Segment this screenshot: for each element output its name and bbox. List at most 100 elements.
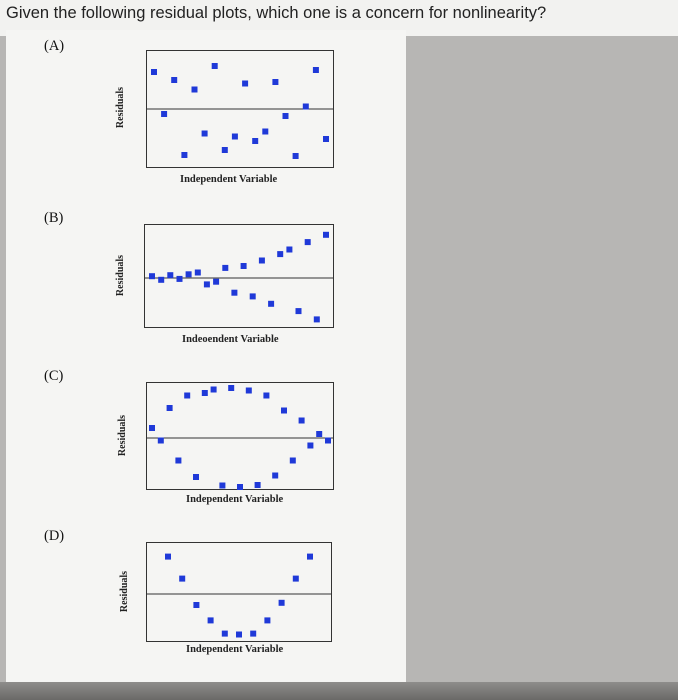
plot-b-point: [185, 271, 192, 278]
residual-plot-d: Residuals Independent Variable: [119, 542, 332, 655]
plot-b-point: [240, 263, 247, 269]
plot-a-point: [181, 152, 188, 158]
plot-c-point: [254, 482, 261, 488]
screen-bottom-edge: [0, 682, 678, 700]
plot-a-point: [292, 153, 299, 159]
plot-c-point: [166, 405, 173, 411]
plot-a-point: [272, 79, 279, 85]
plot-c-point: [325, 437, 331, 444]
residual-plot-b: Residuals Indeoendent Variable: [115, 224, 334, 345]
plot-c-point: [175, 457, 182, 464]
plot-d-point: [179, 575, 186, 582]
plot-b-point: [203, 281, 210, 288]
plot-d-svg: [146, 542, 332, 642]
plot-a-point: [252, 138, 259, 144]
plot-b-point: [149, 273, 155, 280]
plot-d-frame: [146, 542, 332, 642]
plot-c-point: [281, 407, 287, 414]
plot-c-svg: [146, 382, 334, 490]
plot-d-point: [207, 617, 214, 624]
option-b-label[interactable]: (B): [44, 210, 64, 226]
plot-b-point: [158, 276, 165, 283]
plot-b-point: [176, 275, 183, 282]
plot-a-point: [221, 147, 228, 153]
question-text: Given the following residual plots, whic…: [6, 4, 547, 22]
plot-c-point: [237, 484, 243, 490]
plot-a-point: [302, 103, 309, 110]
plot-c-point: [219, 482, 226, 489]
plot-b-point: [222, 264, 229, 271]
plot-d-points: [165, 553, 313, 638]
plot-c-point: [272, 472, 279, 479]
plot-b-point: [231, 289, 238, 296]
plot-c-point: [307, 442, 314, 449]
plot-a-points: [151, 63, 329, 159]
plot-d-point: [250, 630, 257, 637]
plot-b-point: [277, 251, 284, 258]
plot-a-point: [312, 67, 319, 73]
plot-d-point: [264, 617, 271, 624]
option-a-label[interactable]: (A): [44, 38, 65, 54]
plot-a-point: [191, 86, 198, 93]
plot-b-svg: [144, 224, 334, 328]
plot-a-point: [262, 128, 269, 135]
plot-c-point: [193, 474, 199, 480]
plot-b-point: [213, 278, 220, 285]
plot-b-point: [286, 246, 293, 253]
plot-b-point: [258, 257, 265, 264]
plot-a-point: [242, 80, 249, 87]
plot-b-point: [313, 316, 320, 323]
plot-b-point: [167, 272, 174, 279]
plot-a-point: [211, 63, 218, 69]
plot-b-point: [304, 239, 311, 246]
plot-a-point: [231, 133, 238, 140]
plot-c-point: [157, 437, 164, 444]
plot-a-point: [171, 77, 178, 83]
plot-a-point: [161, 111, 168, 117]
plot-b-points: [149, 231, 329, 323]
plot-d-point: [307, 553, 313, 560]
plot-c-point: [289, 457, 296, 464]
plot-a-point: [282, 113, 289, 119]
plot-a-point: [201, 130, 208, 137]
plot-b-xlabel: Indeoendent Variable: [182, 334, 279, 345]
plot-c-point: [245, 387, 252, 394]
plot-c-point: [210, 386, 217, 393]
plot-c-ylabel: Residuals: [117, 414, 129, 457]
plot-a-ylabel: Residuals: [115, 86, 127, 129]
plot-a-point: [151, 69, 157, 75]
residual-plot-c: Residuals Independent Variable: [117, 382, 334, 505]
plot-b-point: [194, 269, 201, 276]
plot-b-point: [323, 231, 329, 238]
plot-c-point: [149, 425, 155, 431]
residual-plot-a: Residuals Independent Variable: [115, 50, 334, 185]
option-c-label[interactable]: (C): [44, 368, 64, 384]
plot-d-point: [193, 602, 200, 608]
plot-d-xlabel: Independent Variable: [186, 644, 284, 655]
plot-c-point: [201, 390, 208, 396]
plot-c-point: [298, 417, 305, 424]
plot-d-point: [278, 599, 285, 606]
option-d-label[interactable]: (D): [44, 528, 65, 544]
plot-b-point: [268, 300, 275, 307]
plot-c-point: [228, 385, 235, 391]
plot-a-svg: [146, 50, 334, 168]
plot-b-point: [295, 308, 302, 315]
worksheet-paper: [6, 30, 406, 682]
plot-d-point: [236, 631, 242, 638]
plot-c-point: [184, 392, 191, 399]
plot-a-point: [323, 136, 329, 142]
plot-a-xlabel: Independent Variable: [180, 174, 278, 185]
plot-b-point: [249, 293, 256, 300]
plot-d-point: [221, 630, 228, 637]
plot-b-ylabel: Residuals: [115, 254, 127, 297]
plot-b-frame: [144, 224, 334, 328]
plot-d-ylabel: Residuals: [119, 570, 131, 613]
plot-c-point: [263, 392, 270, 399]
plot-c-xlabel: Independent Variable: [186, 494, 284, 505]
plot-c-points: [149, 385, 331, 490]
plot-c-frame: [146, 382, 334, 490]
plot-d-point: [165, 553, 171, 560]
plot-c-point: [316, 431, 323, 437]
plot-d-point: [292, 575, 299, 582]
